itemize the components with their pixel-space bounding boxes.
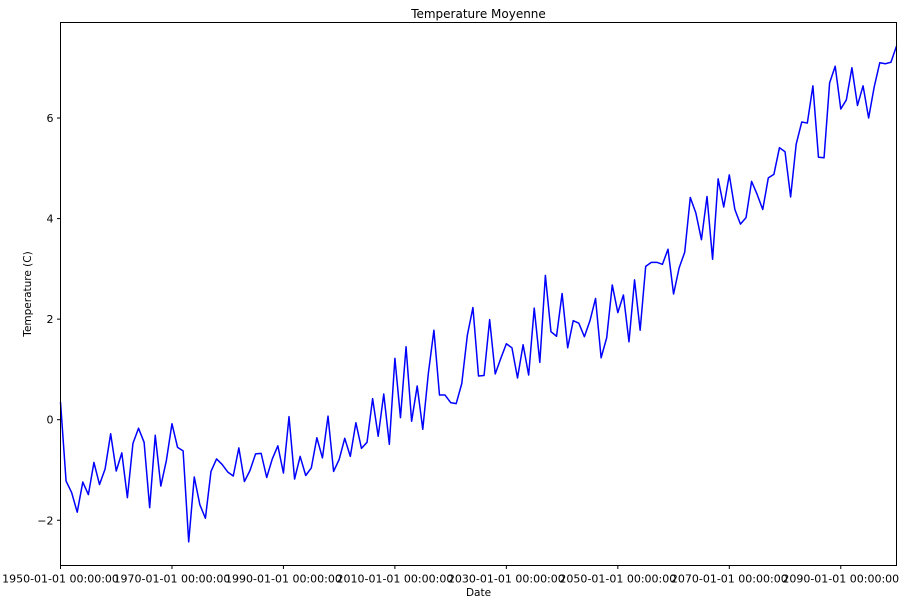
y-tick-label: −2 <box>37 514 53 527</box>
x-tick-label: 2070-01-01 00:00:00 <box>671 573 788 586</box>
series-line-temperature-moyenne <box>59 45 898 543</box>
x-axis-label: Date <box>466 587 491 599</box>
y-tick-label: 6 <box>47 112 54 125</box>
x-tick-label: 1970-01-01 00:00:00 <box>114 573 231 586</box>
x-tick-label: 2050-01-01 00:00:00 <box>559 573 676 586</box>
y-axis-label: Temperature (C) <box>22 251 34 337</box>
y-tick-label: 2 <box>47 313 54 326</box>
x-tick-label: 1950-01-01 00:00:00 <box>2 573 119 586</box>
y-tick-label: 0 <box>47 414 54 427</box>
y-axis: −2 0 2 4 6 <box>37 112 61 527</box>
y-tick-label: 4 <box>47 213 54 226</box>
x-tick-label: 2090-01-01 00:00:00 <box>782 573 899 586</box>
plot-area <box>59 22 898 566</box>
plot-frame <box>60 22 897 566</box>
chart-title: Temperature Moyenne <box>410 7 546 21</box>
x-tick-label: 2030-01-01 00:00:00 <box>448 573 565 586</box>
x-tick-label: 1990-01-01 00:00:00 <box>225 573 342 586</box>
x-tick-label: 2010-01-01 00:00:00 <box>336 573 453 586</box>
